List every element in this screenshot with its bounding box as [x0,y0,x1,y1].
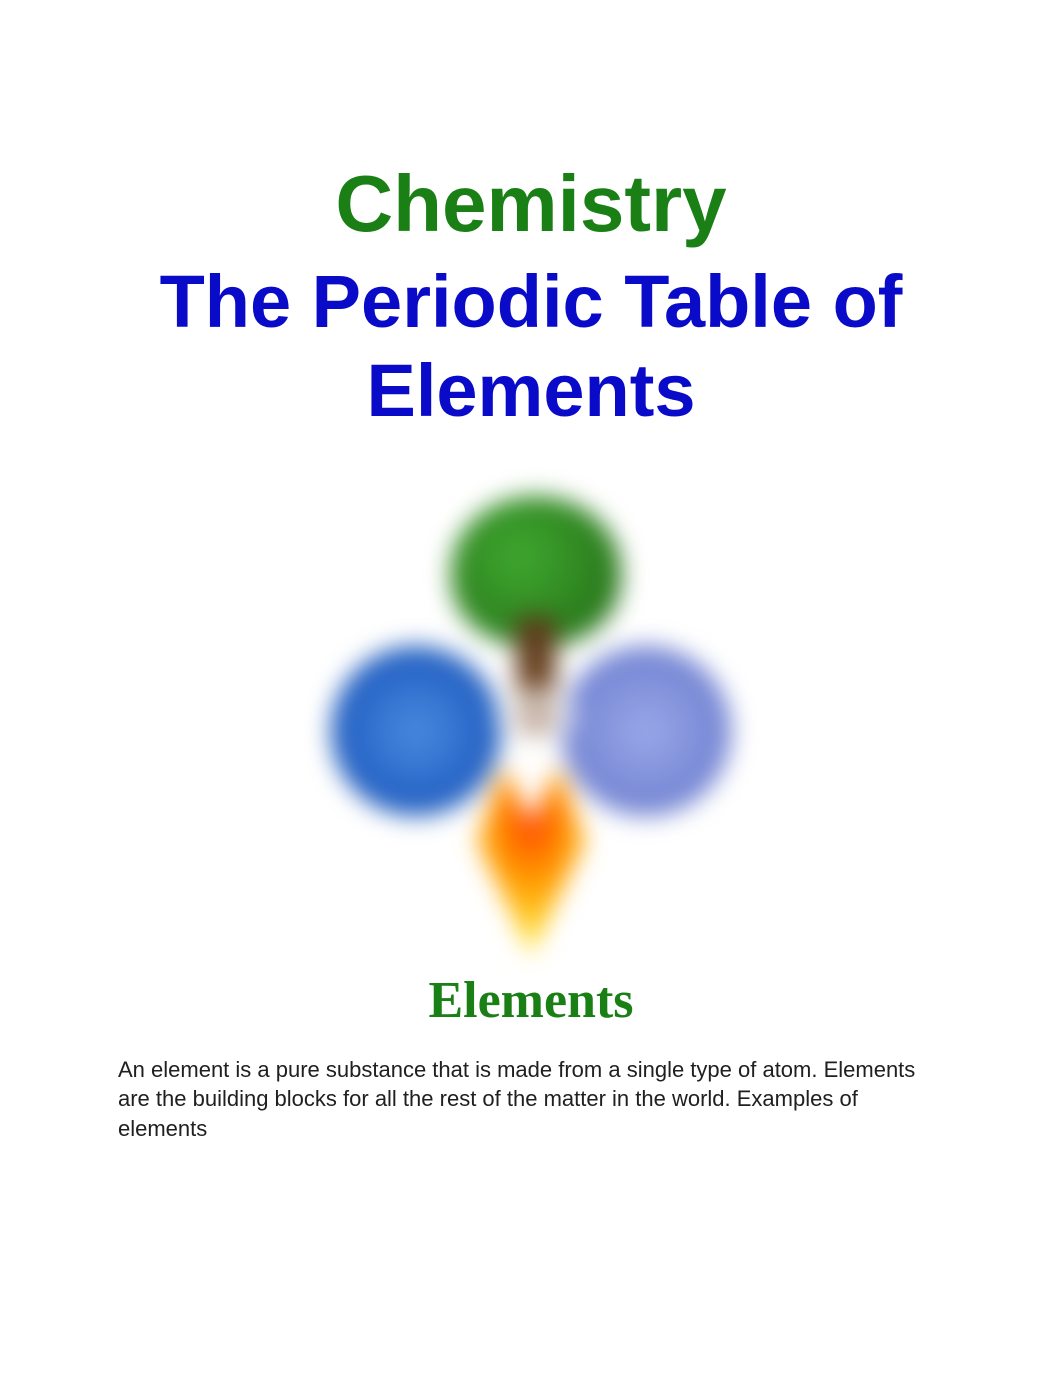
main-title: Chemistry [100,160,962,248]
center-highlight [496,686,576,746]
body-paragraph: An element is a pure substance that is m… [100,1055,962,1144]
elements-illustration [331,476,731,956]
air-element-icon [561,646,731,816]
water-element-icon [331,646,501,816]
section-heading: Elements [100,971,962,1030]
document-page: Chemistry The Periodic Table of Elements… [0,0,1062,1144]
subtitle: The Periodic Table of Elements [100,258,962,436]
